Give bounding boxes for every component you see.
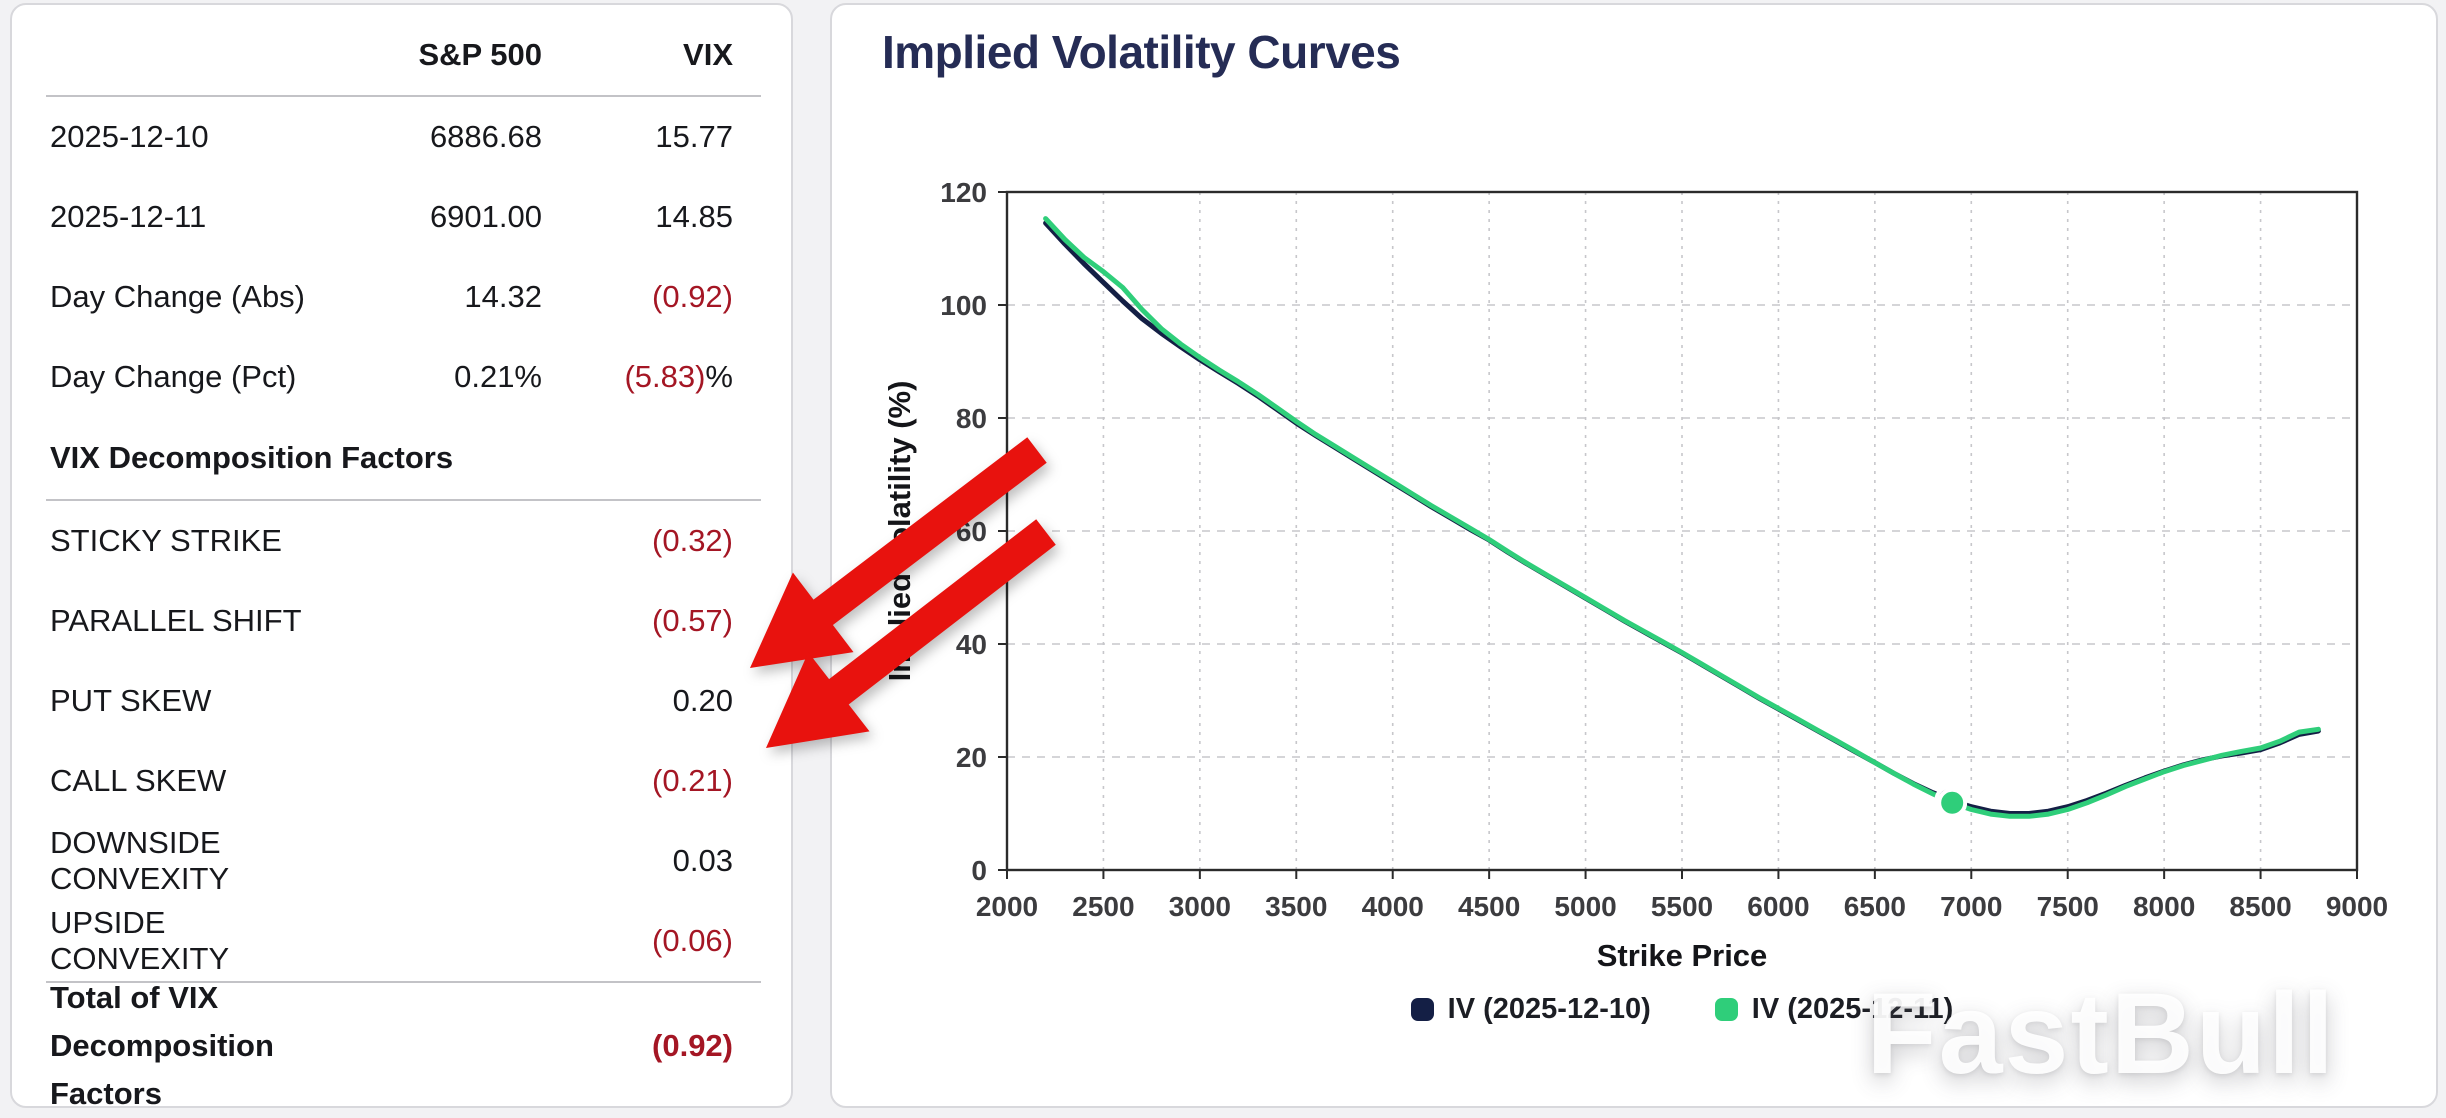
table-row: CALL SKEW (0.21) bbox=[12, 741, 791, 821]
sp500-value: 0.21% bbox=[454, 359, 542, 394]
vix-column-header: VIX bbox=[683, 37, 733, 72]
x-tick-label: 6500 bbox=[1844, 891, 1906, 922]
table-row: Total of VIX Decomposition Factors (0.92) bbox=[12, 980, 791, 1111]
table-row: Day Change (Pct) 0.21% (5.83)% bbox=[12, 337, 791, 417]
table-divider bbox=[46, 499, 761, 501]
table-row: UPSIDE CONVEXITY (0.06) bbox=[12, 901, 791, 981]
x-tick-label: 5500 bbox=[1651, 891, 1713, 922]
x-tick-label: 8500 bbox=[2229, 891, 2291, 922]
table-row: Day Change (Abs) 14.32 (0.92) bbox=[12, 257, 791, 337]
value-suffix: % bbox=[705, 359, 733, 394]
series-line bbox=[1043, 216, 2321, 819]
row-label: PARALLEL SHIFT bbox=[50, 603, 302, 638]
row-label: Total of VIX Decomposition Factors bbox=[50, 979, 274, 1112]
x-tick-label: 7500 bbox=[2037, 891, 2099, 922]
x-tick-label: 9000 bbox=[2326, 891, 2388, 922]
vix-value: 0.20 bbox=[672, 683, 733, 718]
implied-volatility-chart: 2000 2500 3000 3500 4000 4500 5000 5500 6000 6500… bbox=[882, 177, 2388, 973]
y-axis-label: Implied Volatility (%) bbox=[882, 381, 917, 682]
vix-value: (0.92) bbox=[652, 279, 733, 314]
implied-volatility-chart-card: Implied Volatility Curves 2000 2500 3000 35… bbox=[830, 3, 2438, 1108]
x-tick-label: 8000 bbox=[2133, 891, 2195, 922]
chart-legend: IV (2025-12-10) IV (2025-12-11) bbox=[1007, 993, 2357, 1026]
y-tick-label: 100 bbox=[940, 290, 987, 321]
x-tick-label: 5000 bbox=[1554, 891, 1616, 922]
table-divider bbox=[46, 95, 761, 97]
table-divider bbox=[46, 981, 761, 983]
x-tick-label: 6000 bbox=[1747, 891, 1809, 922]
vix-value: 14.85 bbox=[655, 199, 733, 234]
legend-item: IV (2025-12-11) bbox=[1714, 993, 1954, 1026]
vix-decomposition-panel: S&P 500 VIX 2025-12-10 6886.68 15.77 2025-1… bbox=[10, 3, 793, 1111]
legend-swatch-icon bbox=[1410, 998, 1434, 1021]
legend-label: IV (2025-12-11) bbox=[1751, 993, 1954, 1025]
table-row: PUT SKEW 0.20 bbox=[12, 661, 791, 741]
row-label: DOWNSIDE CONVEXITY bbox=[50, 825, 230, 896]
table-header-row: S&P 500 VIX bbox=[12, 15, 791, 95]
table-row: 2025-12-11 6901.00 14.85 bbox=[12, 177, 791, 257]
vix-value: (0.32) bbox=[652, 523, 733, 558]
table-row: PARALLEL SHIFT (0.57) bbox=[12, 581, 791, 661]
legend-item: IV (2025-12-10) bbox=[1410, 993, 1651, 1026]
x-tick-label: 3500 bbox=[1265, 891, 1327, 922]
vix-value: (0.06) bbox=[652, 923, 733, 958]
y-tick-label: 20 bbox=[956, 742, 987, 773]
row-label: PUT SKEW bbox=[50, 683, 212, 718]
sp500-value: 14.32 bbox=[464, 279, 542, 314]
row-label: 2025-12-10 bbox=[50, 119, 209, 154]
table-row: STICKY STRIKE (0.32) bbox=[12, 501, 791, 581]
y-tick-label: 80 bbox=[956, 403, 987, 434]
x-tick-label: 2000 bbox=[976, 891, 1038, 922]
y-tick-label: 60 bbox=[956, 516, 987, 547]
vix-value: 0.03 bbox=[672, 843, 733, 878]
x-tick-label: 4000 bbox=[1362, 891, 1424, 922]
vix-value: (5.83)% bbox=[624, 359, 733, 394]
x-tick-label: 2500 bbox=[1072, 891, 1134, 922]
series-marker bbox=[1937, 787, 1968, 818]
y-tick-label: 120 bbox=[940, 177, 987, 208]
row-label: CALL SKEW bbox=[50, 763, 227, 798]
x-tick-label: 7000 bbox=[1940, 891, 2002, 922]
table-row: VIX Decomposition Factors bbox=[12, 417, 791, 499]
vix-value: (0.21) bbox=[652, 763, 733, 798]
legend-label: IV (2025-12-10) bbox=[1447, 993, 1651, 1025]
row-label: UPSIDE CONVEXITY bbox=[50, 905, 230, 976]
y-tick-label: 0 bbox=[971, 855, 987, 886]
table-row: DOWNSIDE CONVEXITY 0.03 bbox=[12, 821, 791, 901]
sp500-vix-table: S&P 500 VIX 2025-12-10 6886.68 15.77 2025-1… bbox=[12, 15, 791, 1111]
row-label: STICKY STRIKE bbox=[50, 523, 282, 558]
legend-swatch-icon bbox=[1714, 998, 1738, 1021]
row-label: VIX Decomposition Factors bbox=[50, 440, 454, 475]
vix-value: 15.77 bbox=[655, 119, 733, 154]
row-label: Day Change (Pct) bbox=[50, 359, 297, 394]
x-tick-label: 4500 bbox=[1458, 891, 1520, 922]
y-tick-label: 40 bbox=[956, 629, 987, 660]
chart-title: Implied Volatility Curves bbox=[882, 26, 1401, 78]
table-body: 2025-12-10 6886.68 15.77 2025-12-11 6901.00 1… bbox=[12, 97, 791, 1111]
vix-value: (0.57) bbox=[652, 603, 733, 638]
sp500-value: 6886.68 bbox=[429, 119, 542, 154]
vix-value: (0.92) bbox=[652, 1028, 733, 1063]
row-label: 2025-12-11 bbox=[50, 199, 207, 234]
x-tick-label: 3000 bbox=[1169, 891, 1231, 922]
sp500-value: 6901.00 bbox=[429, 199, 542, 234]
x-axis-label: Strike Price bbox=[1597, 938, 1768, 973]
row-label: Day Change (Abs) bbox=[50, 279, 306, 314]
sp500-column-header: S&P 500 bbox=[418, 37, 542, 72]
table-row: 2025-12-10 6886.68 15.77 bbox=[12, 97, 791, 177]
